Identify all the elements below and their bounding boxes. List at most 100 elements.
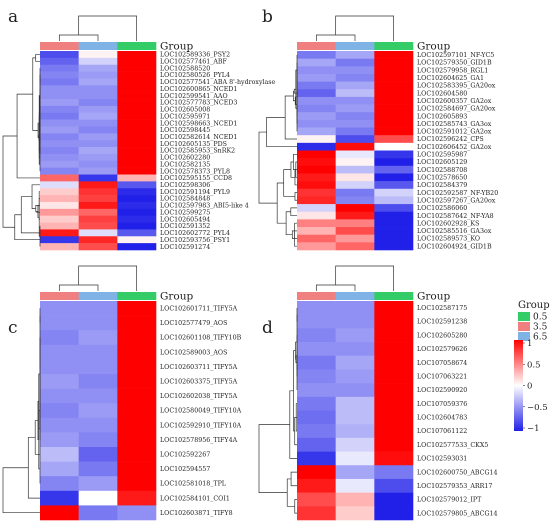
- heatmap-cell: [335, 81, 375, 90]
- row-dendrogram-branch: [294, 416, 297, 446]
- heatmap-cell: [297, 451, 336, 466]
- row-dendrogram-branch: [2, 135, 18, 228]
- row-label: LOC102579012_IPT: [417, 497, 482, 504]
- heatmap-cell: [117, 490, 157, 506]
- row-label: LOC102589003_AOS: [160, 349, 227, 356]
- heatmap-cell: [297, 127, 336, 136]
- heatmap-cell: [40, 64, 79, 72]
- heatmap-cell: [78, 140, 118, 148]
- heatmap-cell: [335, 104, 375, 113]
- heatmap-cell: [297, 119, 336, 128]
- heatmap-cell: [297, 465, 336, 480]
- row-label: LOC102604625_GA1: [417, 75, 484, 82]
- row-dendrogram-branch: [295, 341, 297, 360]
- row-label: LOC102589336_PSY2: [160, 52, 230, 59]
- heatmap-cell: [78, 57, 118, 66]
- heatmap-cell: [40, 201, 79, 210]
- heatmap-cell: [374, 227, 414, 235]
- color-scale-label: −1: [527, 424, 540, 434]
- heatmap-cell: [335, 492, 375, 507]
- heatmap-cell: [335, 112, 375, 121]
- row-label: LOC102579805_ABCG14: [417, 510, 498, 517]
- row-label: LOC102595971: [160, 113, 210, 120]
- heatmap-cell: [335, 410, 375, 425]
- heatmap-cell: [335, 301, 375, 315]
- heatmap-cell: [40, 222, 79, 230]
- row-label: LOC102592587_NF-YB20: [417, 190, 498, 197]
- group-bar-cell: [40, 292, 79, 300]
- row-label: LOC102579958_RGL1: [417, 67, 488, 74]
- row-label: LOC102605280: [417, 332, 467, 339]
- row-label: LOC102586060: [417, 205, 467, 212]
- heatmap-cell: [117, 78, 157, 86]
- row-label: LOC102602772_PYL4: [160, 230, 230, 237]
- heatmap-cell: [297, 219, 336, 228]
- heatmap-cell: [297, 165, 336, 174]
- heatmap-cell: [374, 165, 414, 174]
- heatmap-cell: [297, 89, 336, 98]
- row-label: LOC102598306: [160, 182, 210, 189]
- heatmap-cell: [117, 64, 157, 72]
- group-bar-cell: [374, 292, 414, 300]
- heatmap-cell: [117, 461, 157, 477]
- group-bar-cell: [297, 42, 336, 50]
- heatmap-cell: [117, 167, 157, 175]
- row-label: LOC102604783: [417, 415, 467, 422]
- heatmap-cell: [374, 396, 414, 411]
- heatmap-cell: [78, 476, 118, 492]
- heatmap-cell: [117, 301, 157, 316]
- heatmap-cell: [335, 96, 375, 105]
- heatmap-cell: [374, 81, 414, 90]
- heatmap-cell: [40, 461, 79, 477]
- row-label: LOC102579353_ARR17: [417, 483, 492, 490]
- heatmap-cell: [78, 505, 118, 521]
- heatmap-cell: [117, 243, 157, 251]
- group-header: Group: [417, 291, 450, 303]
- heatmap-cell: [78, 119, 118, 127]
- heatmap-cell: [374, 89, 414, 98]
- heatmap-cell: [117, 208, 157, 216]
- heatmap-cell: [374, 119, 414, 128]
- heatmap-cell: [117, 344, 157, 360]
- heatmap-cell: [374, 478, 414, 493]
- heatmap-cell: [374, 66, 414, 75]
- heatmap-cell: [374, 342, 414, 357]
- row-dendrogram-branch: [284, 95, 297, 140]
- heatmap-cell: [374, 424, 414, 439]
- heatmap-cell: [374, 383, 414, 398]
- row-label: LOC102592910_TIFY10A: [160, 422, 242, 429]
- heatmap-cell: [374, 181, 414, 190]
- heatmap-cell: [117, 432, 157, 448]
- row-label: LOC102578373_PYL8: [160, 168, 230, 175]
- row-label: LOC102580049_TIFY10A: [160, 408, 242, 415]
- heatmap-cell: [117, 105, 157, 114]
- heatmap-cell: [78, 330, 118, 346]
- heatmap-cell: [297, 492, 336, 507]
- panel-letter: b: [262, 7, 273, 27]
- heatmap-cell: [40, 490, 79, 506]
- row-label: LOC102605893: [417, 113, 467, 120]
- heatmap-cell: [374, 465, 414, 480]
- heatmap-cell: [78, 344, 118, 360]
- heatmap-cell: [297, 342, 336, 357]
- row-label: LOC102597267_GA20ox: [417, 197, 496, 204]
- column-dendrogram-branch: [335, 15, 395, 41]
- heatmap-cell: [335, 342, 375, 357]
- heatmap-cell: [78, 208, 118, 216]
- row-label: LOC102594557: [160, 466, 210, 473]
- heatmap-cell: [297, 196, 336, 205]
- heatmap-cell: [40, 174, 79, 182]
- row-label: LOC102593031: [417, 456, 467, 463]
- group-bar-cell: [117, 292, 157, 300]
- heatmap-cell: [374, 211, 414, 220]
- group-header: Group: [160, 41, 193, 53]
- row-label: LOC102599541_AAO: [160, 93, 228, 100]
- heatmap-cell: [297, 181, 336, 190]
- heatmap-cell: [117, 112, 157, 120]
- heatmap-cell: [78, 229, 118, 237]
- heatmap-cell: [78, 417, 118, 433]
- heatmap-cell: [374, 437, 414, 452]
- heatmap-cell: [78, 78, 118, 86]
- heatmap-cell: [335, 165, 375, 174]
- heatmap-cell: [374, 188, 414, 197]
